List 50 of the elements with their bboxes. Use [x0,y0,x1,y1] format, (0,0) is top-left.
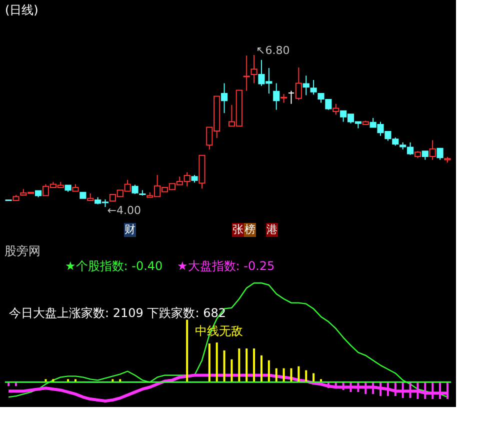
annotation: ←4.00 [107,204,141,217]
candlestick [332,103,340,116]
bar [275,368,278,382]
bar [402,382,404,398]
bar [305,370,308,382]
bar [372,382,374,394]
bar [186,320,188,382]
candlestick [295,66,302,101]
bar [290,368,292,382]
text: 榜 [244,223,256,236]
bar [416,382,419,400]
bar [364,382,367,394]
candlestick [250,54,258,84]
annotation: ↖6.80 [256,44,290,57]
bar [432,382,434,400]
bar [394,382,396,396]
bar [253,348,256,382]
bar [223,350,226,382]
bar [424,382,426,400]
text: 港 [266,223,278,236]
candlestick [436,148,444,160]
chart-title: (日线) [5,3,38,17]
text: 财 [124,223,136,236]
bar [238,348,240,382]
bar [298,366,300,382]
candlestick [406,142,414,156]
candlestick [302,75,310,96]
bar [282,368,285,382]
bar [208,343,210,382]
candlestick [310,79,317,96]
candlestick [243,55,250,92]
chart-title: 股旁网 [4,244,40,258]
bar [260,355,262,382]
bar [216,342,218,382]
bar [246,348,248,382]
text: ★个股指数: -0.40 [65,259,163,273]
text: ★大盘指数: -0.25 [177,259,275,273]
bar [230,359,233,382]
candlestick [132,184,138,194]
bar [268,360,270,382]
bar [439,382,442,400]
bar [380,382,382,396]
text: 张 [232,223,244,236]
candlestick [220,82,228,114]
candlestick [429,140,436,160]
bar [312,373,315,382]
bar [386,382,389,396]
candlestick [273,82,280,110]
candlestick [288,90,295,104]
bar [409,382,412,398]
